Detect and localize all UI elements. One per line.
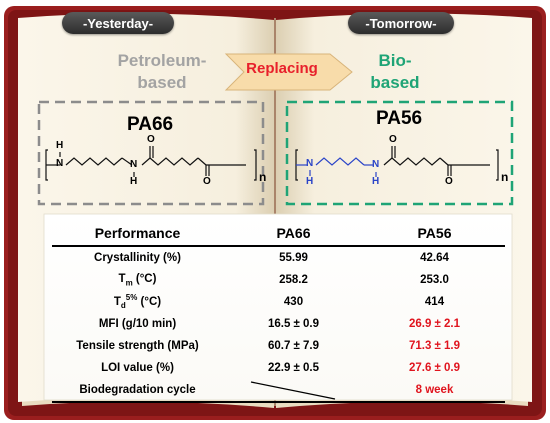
pa66-value: 16.5 ± 0.9 bbox=[267, 318, 320, 330]
pa66-value: 258.2 bbox=[279, 274, 308, 286]
table-header-row: Performance PA66 PA56 bbox=[52, 221, 505, 247]
replacing-label: Replacing bbox=[246, 60, 318, 77]
row-label: LOI value (%) bbox=[101, 362, 174, 374]
pa56-value: 42.64 bbox=[420, 252, 449, 264]
pa56-amine-n: N bbox=[306, 158, 314, 169]
pa66-value: 55.99 bbox=[279, 252, 308, 264]
row-label: Crystallinity (%) bbox=[94, 252, 181, 264]
pa66-carbonyl-o2: O bbox=[203, 176, 211, 187]
pa66-value: 60.7 ± 7.9 bbox=[267, 340, 320, 352]
pa56-carbonyl-o2: O bbox=[445, 176, 453, 187]
header-pa56: PA56 bbox=[364, 221, 505, 247]
table-row: Tensile strength (MPa) 60.7 ± 7.9 71.3 ±… bbox=[52, 335, 505, 357]
table-row: Td5% (°C) 430 414 bbox=[52, 291, 505, 313]
petroleum-line2: based bbox=[137, 73, 187, 92]
replacing-arrow bbox=[224, 53, 353, 91]
pa56-value: 8 week bbox=[364, 379, 505, 403]
table-row: LOI value (%) 22.9 ± 0.5 27.6 ± 0.9 bbox=[52, 357, 505, 379]
bio-line1: Bio- bbox=[378, 51, 412, 70]
pa56-subscript-n: n bbox=[501, 170, 509, 184]
table-row: Tm (°C) 258.2 253.0 bbox=[52, 269, 505, 291]
pa56-carbonyl-o1: O bbox=[389, 134, 397, 145]
table-row: MFI (g/10 min) 16.5 ± 0.9 26.9 ± 2.1 bbox=[52, 313, 505, 335]
performance-table: Performance PA66 PA56 Crystallinity (%) … bbox=[52, 221, 505, 403]
row-label: Tensile strength (MPa) bbox=[76, 340, 199, 352]
pa56-value: 71.3 ± 1.9 bbox=[408, 340, 461, 352]
pa66-value: 430 bbox=[283, 296, 304, 308]
pa66-amide-h: H bbox=[130, 176, 138, 187]
pa56-amide-n: N bbox=[372, 159, 380, 170]
bio-based-label: Bio- based bbox=[350, 50, 440, 94]
pa66-structure-box bbox=[37, 100, 265, 206]
header-pa66: PA66 bbox=[223, 221, 364, 247]
pa56-structure bbox=[295, 146, 499, 181]
pa56-title: PA56 bbox=[376, 108, 423, 129]
pa66-amine-n: N bbox=[56, 158, 64, 169]
diagonal-slash-icon bbox=[250, 381, 336, 400]
pa56-structure-box bbox=[285, 100, 514, 206]
header-performance: Performance bbox=[52, 221, 223, 247]
pa56-value: 253.0 bbox=[420, 274, 449, 286]
pa56-value: 414 bbox=[424, 296, 445, 308]
pa66-not-applicable bbox=[223, 379, 364, 403]
pa56-amine-h: H bbox=[306, 176, 314, 187]
pa66-amine-h: H bbox=[56, 140, 64, 151]
pa66-value: 22.9 ± 0.5 bbox=[267, 362, 320, 374]
pa66-subscript-n: n bbox=[259, 170, 267, 184]
pa66-amide-n: N bbox=[130, 159, 138, 170]
pa66-carbonyl-o1: O bbox=[147, 134, 155, 145]
table-row: Crystallinity (%) 55.99 42.64 bbox=[52, 246, 505, 269]
petroleum-line1: Petroleum- bbox=[117, 51, 207, 70]
petroleum-based-label: Petroleum- based bbox=[92, 50, 232, 94]
table-row: Biodegradation cycle 8 week bbox=[52, 379, 505, 403]
tomorrow-pill: -Tomorrow- bbox=[348, 12, 454, 34]
yesterday-pill: -Yesterday- bbox=[62, 12, 174, 34]
pa66-title: PA66 bbox=[127, 114, 174, 135]
pa56-value: 26.9 ± 2.1 bbox=[408, 318, 461, 330]
row-label: Biodegradation cycle bbox=[52, 379, 223, 403]
row-label: Tm (°C) bbox=[118, 272, 157, 288]
pa56-amide-h: H bbox=[372, 176, 380, 187]
pa66-structure bbox=[45, 146, 257, 181]
bio-line2: based bbox=[370, 73, 420, 92]
row-label: MFI (g/10 min) bbox=[98, 318, 177, 330]
row-label: Td5% (°C) bbox=[113, 293, 162, 311]
pa56-value: 27.6 ± 0.9 bbox=[408, 362, 461, 374]
